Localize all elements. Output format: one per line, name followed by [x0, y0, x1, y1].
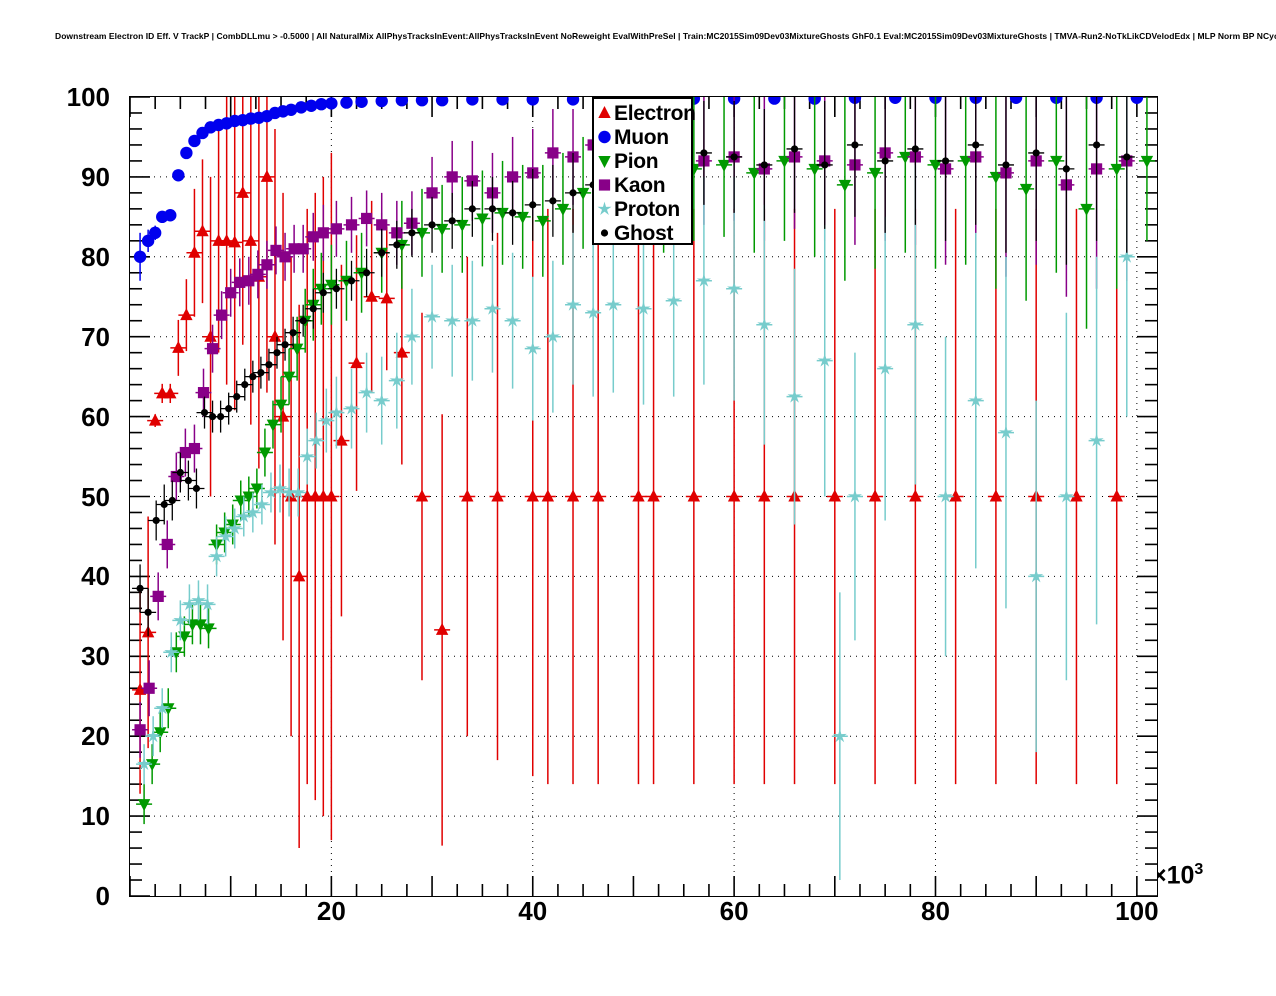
- plot-title: Downstream Electron ID Eff. V TrackP | C…: [55, 31, 1276, 41]
- y-tick-label: 70: [81, 321, 110, 352]
- muon-marker-icon: [596, 127, 613, 147]
- x-tick-label: 80: [921, 896, 950, 926]
- x-tick-label: 100: [1115, 896, 1159, 926]
- x-tick-label: 60: [719, 896, 749, 926]
- y-tick-label: 20: [81, 721, 110, 752]
- legend-item-label: Kaon: [614, 173, 666, 197]
- series-ghost: [132, 97, 1135, 637]
- legend-box: Electron Muon Pion Kaon Proton Ghost: [592, 97, 696, 245]
- x-axis-exponent: ×103: [1152, 861, 1204, 890]
- legend-item-ghost[interactable]: Ghost: [594, 221, 691, 245]
- y-tick-label: 80: [81, 241, 110, 272]
- y-tick-label: 90: [81, 161, 110, 192]
- electron-marker-icon: [596, 103, 613, 123]
- pion-marker-icon: [596, 151, 613, 171]
- y-tick-label: 0: [95, 881, 110, 911]
- y-tick-label: 30: [81, 641, 110, 672]
- legend-item-muon[interactable]: Muon: [594, 125, 691, 149]
- legend-item-proton[interactable]: Proton: [594, 197, 691, 221]
- proton-marker-icon: [596, 199, 613, 219]
- legend-item-electron[interactable]: Electron: [594, 101, 696, 125]
- legend-item-label: Pion: [614, 149, 659, 173]
- legend-item-label: Ghost: [614, 221, 674, 245]
- legend-item-label: Muon: [614, 125, 669, 149]
- y-tick-label: 100: [66, 82, 110, 112]
- legend-item-pion[interactable]: Pion: [594, 149, 691, 173]
- kaon-marker-icon: [596, 175, 613, 195]
- data-canvas: [130, 97, 1157, 896]
- legend-item-label: Proton: [614, 197, 680, 221]
- y-tick-label: 40: [81, 561, 110, 592]
- series-muon: [133, 97, 1144, 281]
- x-tick-label: 40: [518, 896, 548, 926]
- legend-item-label: Electron: [614, 101, 696, 125]
- ghost-marker-icon: [596, 223, 613, 243]
- y-tick-label: 10: [81, 801, 110, 832]
- legend-item-kaon[interactable]: Kaon: [594, 173, 691, 197]
- x-tick-label: 20: [316, 896, 346, 926]
- y-tick-label: 50: [81, 481, 110, 512]
- y-tick-label: 60: [81, 401, 110, 432]
